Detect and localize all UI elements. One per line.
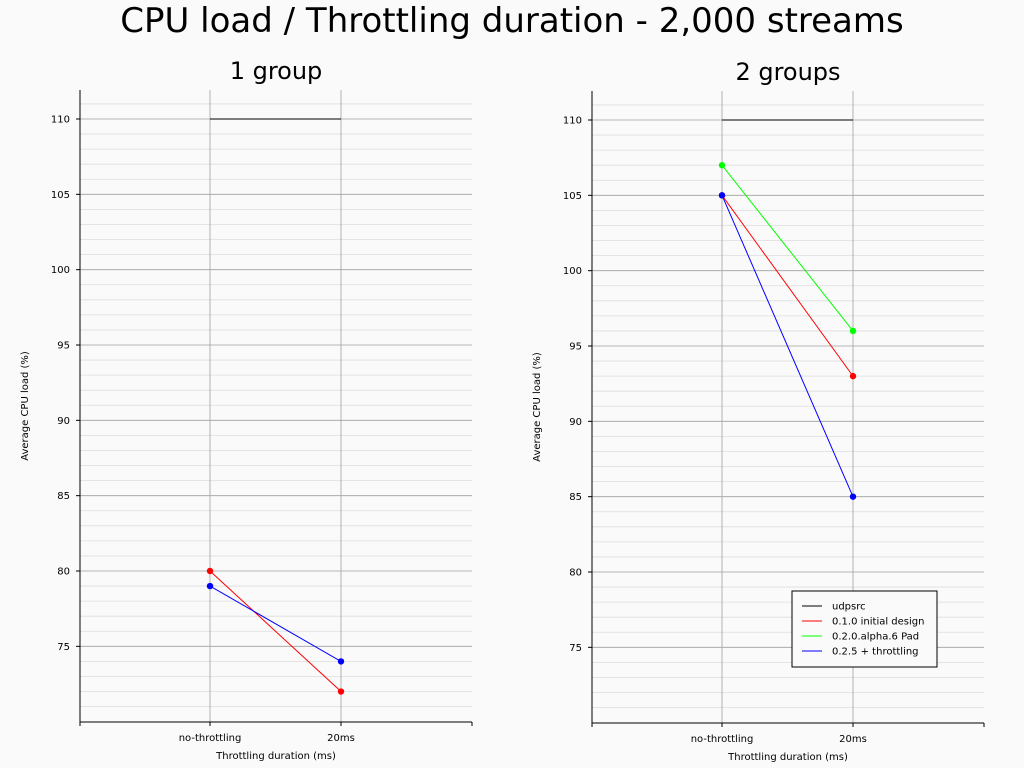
series-0-2-0-alpha-6-pad	[718, 162, 857, 335]
y-tick-label: 95	[569, 342, 582, 353]
y-tick-label: 100	[563, 266, 582, 277]
figure-title: CPU load / Throttling duration - 2,000 s…	[120, 1, 904, 41]
y-tick-label: 110	[563, 116, 582, 127]
x-tick-label: 20ms	[839, 734, 867, 745]
series-0-2-5-throttling	[206, 582, 345, 665]
y-tick-label: 110	[51, 115, 70, 126]
data-point	[337, 658, 345, 665]
data-point	[206, 567, 214, 575]
panel-title: 2 groups	[735, 58, 840, 86]
chart-panel-2-groups: 75 80 85 90 95 100 105 110 no-throttling 20ms 2 gr…	[532, 58, 985, 763]
y-tick-label: 85	[569, 492, 582, 503]
data-point	[849, 327, 857, 335]
series-line-0-2-5-throttling	[209, 585, 342, 662]
y-tick-label: 75	[569, 643, 582, 654]
series-line-0-2-0-alpha-6-pad	[721, 164, 854, 332]
data-point	[206, 582, 214, 590]
legend-box	[791, 590, 938, 668]
minor-grid	[80, 103, 472, 707]
data-point	[718, 162, 726, 169]
legend: udpsrc 0.1.0 initial design 0.2.0.alpha.6 …	[791, 590, 938, 668]
series-line-0-1-0-initial-design	[721, 195, 854, 377]
y-tick-label: 90	[57, 416, 70, 427]
x-tick-label: no-throttling	[179, 733, 242, 744]
y-tick-label: 85	[57, 491, 70, 502]
y-tick-label: 105	[563, 191, 582, 202]
x-axis-label: Throttling duration (ms)	[215, 751, 336, 762]
y-axis-label: Average CPU load (%)	[532, 352, 543, 462]
series-line-0-1-0-initial-design	[209, 570, 342, 692]
data-point	[718, 192, 726, 199]
y-tick-label: 75	[57, 642, 70, 653]
legend-entry: 0.1.0 initial design	[832, 617, 924, 628]
x-axis-label: Throttling duration (ms)	[727, 752, 848, 763]
series-0-1-0-initial-design	[206, 567, 345, 695]
x-tick-label: no-throttling	[691, 734, 754, 745]
chart-panel-1-group: 75 80 85 90 95 100 105 110 no-throttling 20ms 1 gr…	[20, 57, 473, 762]
x-tick-label: 20ms	[327, 733, 355, 744]
series-line-0-2-5-throttling	[721, 195, 854, 497]
series-0-2-5-throttling	[718, 192, 857, 500]
legend-entry: 0.2.0.alpha.6 Pad	[832, 632, 919, 643]
y-tick-label: 100	[51, 265, 70, 276]
y-tick-label: 90	[569, 417, 582, 428]
y-tick-label: 80	[569, 568, 582, 579]
data-point	[849, 493, 857, 500]
y-tick-label: 95	[57, 341, 70, 352]
panel-title: 1 group	[230, 57, 323, 85]
y-axis-label: Average CPU load (%)	[20, 351, 31, 461]
legend-entry: udpsrc	[832, 602, 866, 613]
data-point	[337, 688, 345, 695]
legend-entry: 0.2.5 + throttling	[832, 647, 919, 658]
y-tick-label: 80	[57, 567, 70, 578]
y-tick-label: 105	[51, 190, 70, 201]
data-point	[849, 372, 857, 380]
